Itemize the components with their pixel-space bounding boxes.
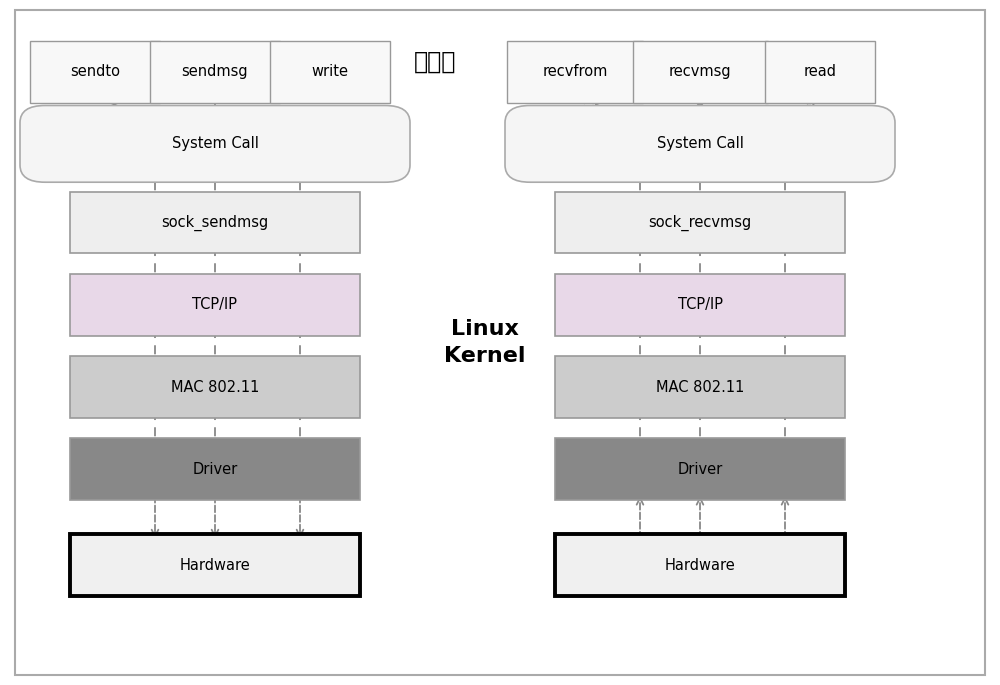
FancyBboxPatch shape [20, 105, 410, 182]
FancyBboxPatch shape [70, 356, 360, 418]
FancyBboxPatch shape [555, 192, 845, 253]
FancyBboxPatch shape [70, 438, 360, 500]
FancyBboxPatch shape [555, 274, 845, 336]
FancyBboxPatch shape [507, 41, 642, 103]
Text: System Call: System Call [172, 136, 258, 151]
FancyBboxPatch shape [633, 41, 768, 103]
Text: recvfrom: recvfrom [542, 64, 608, 79]
FancyBboxPatch shape [555, 438, 845, 500]
Text: MAC 802.11: MAC 802.11 [656, 379, 744, 395]
FancyBboxPatch shape [70, 534, 360, 596]
FancyBboxPatch shape [30, 41, 160, 103]
Text: MAC 802.11: MAC 802.11 [171, 379, 259, 395]
Text: TCP/IP: TCP/IP [678, 297, 722, 312]
FancyBboxPatch shape [270, 41, 390, 103]
Text: Hardware: Hardware [180, 558, 250, 573]
Text: sock_sendmsg: sock_sendmsg [161, 214, 269, 231]
Text: write: write [312, 64, 349, 79]
Text: Driver: Driver [677, 462, 723, 477]
Text: sock_recvmsg: sock_recvmsg [648, 214, 752, 231]
Text: recvmsg: recvmsg [669, 64, 731, 79]
Text: Driver: Driver [192, 462, 238, 477]
Text: sendto: sendto [70, 64, 120, 79]
Text: TCP/IP: TCP/IP [192, 297, 238, 312]
Text: Linux
Kernel: Linux Kernel [444, 319, 526, 366]
FancyBboxPatch shape [150, 41, 280, 103]
FancyBboxPatch shape [765, 41, 875, 103]
Text: sendmsg: sendmsg [182, 64, 248, 79]
FancyBboxPatch shape [505, 105, 895, 182]
FancyBboxPatch shape [555, 534, 845, 596]
Text: read: read [804, 64, 836, 79]
FancyBboxPatch shape [70, 192, 360, 253]
FancyBboxPatch shape [555, 356, 845, 418]
FancyBboxPatch shape [70, 274, 360, 336]
Text: 用户态: 用户态 [414, 49, 456, 74]
Text: Hardware: Hardware [665, 558, 735, 573]
Text: System Call: System Call [657, 136, 743, 151]
